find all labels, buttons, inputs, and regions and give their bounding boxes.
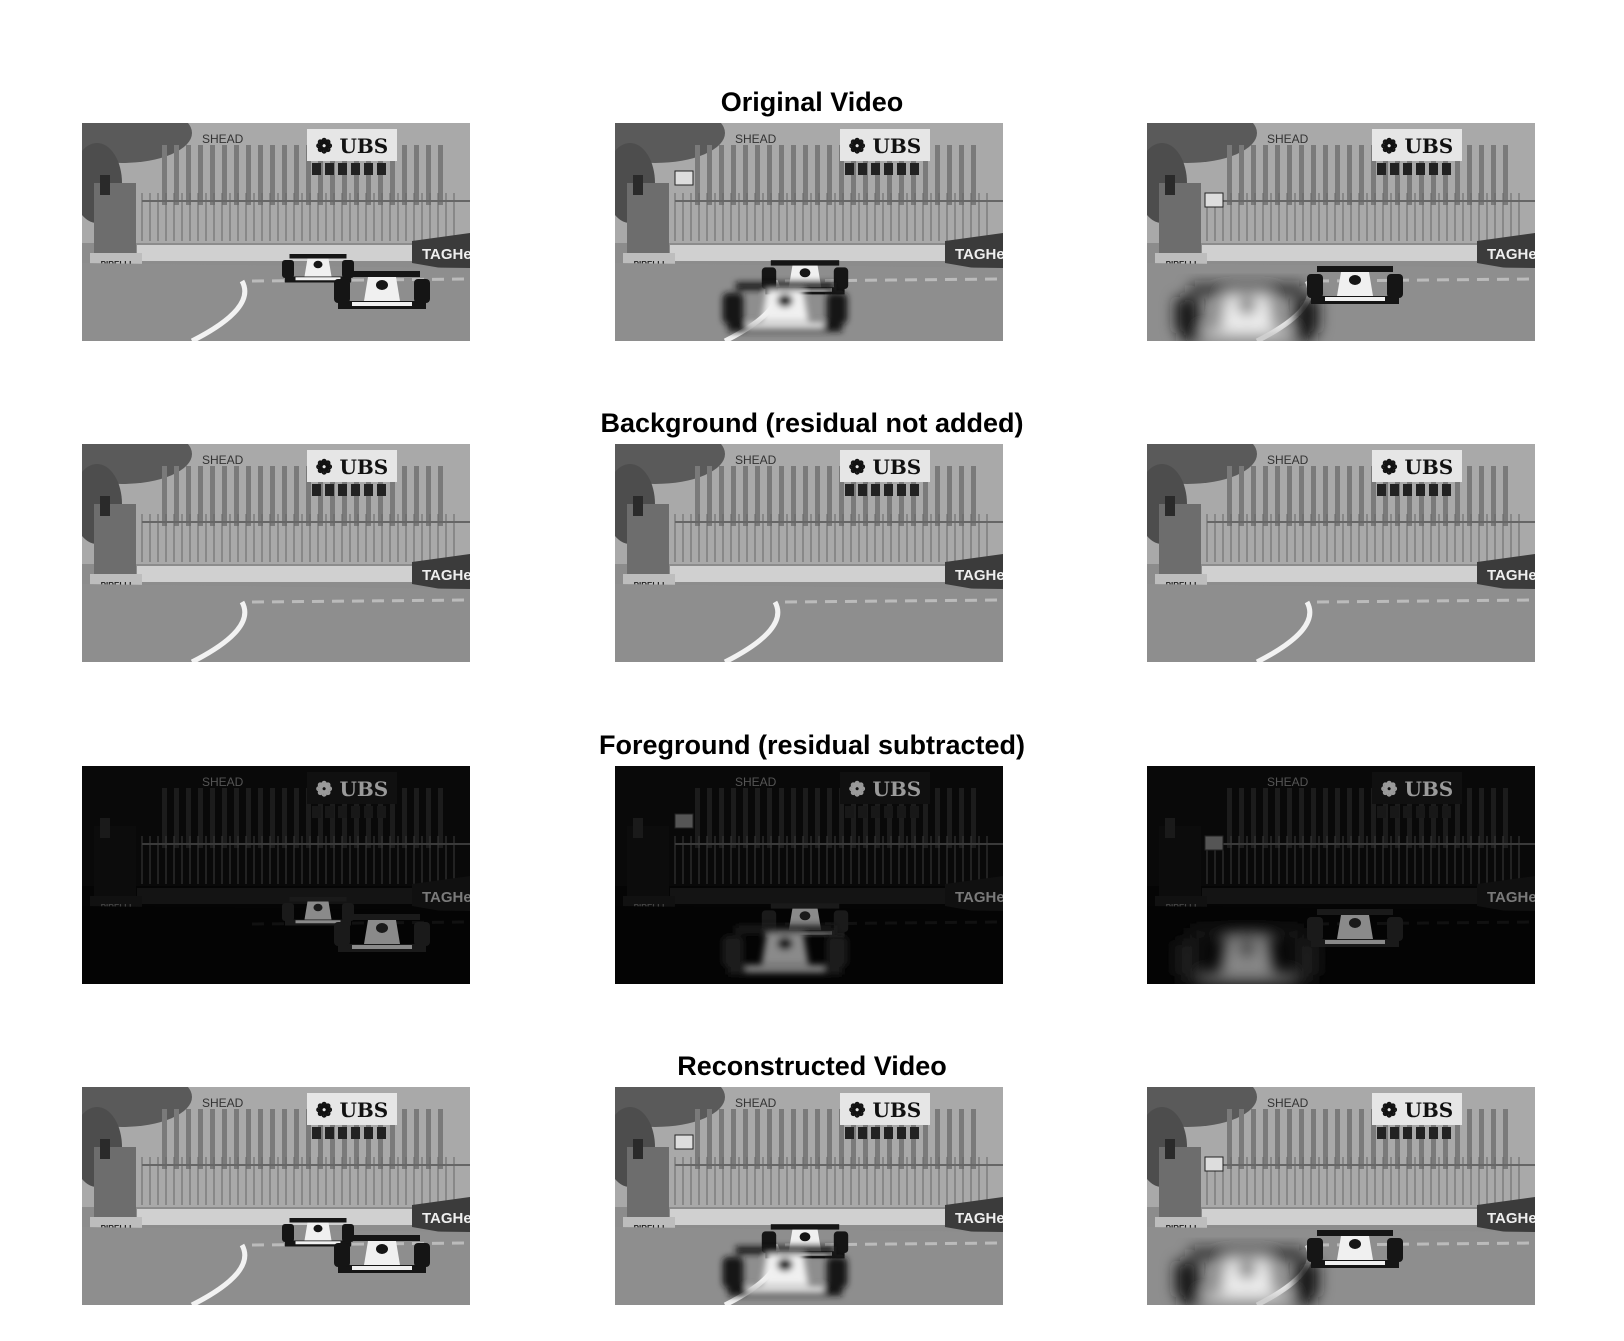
row-title: Original Video	[720, 87, 904, 117]
ubs-sign-text: ❁ UBS	[849, 134, 922, 158]
video-frame: ❁ UBSSHEADTAGHeuPIRELLI	[1147, 444, 1535, 662]
race-car	[1307, 1230, 1403, 1268]
frame-image: ❁ UBSSHEADTAGHeuPIRELLI	[82, 123, 470, 341]
ubs-sign-text: ❁ UBS	[316, 134, 389, 158]
race-car	[1307, 909, 1403, 947]
ubs-sign-text: ❁ UBS	[849, 777, 922, 801]
tag-heuer-sign-text: TAGHeu	[1487, 246, 1535, 263]
pit-sign-text: SHEAD	[1267, 453, 1309, 467]
race-car	[722, 925, 848, 975]
race-car	[282, 1218, 354, 1247]
ubs-sign-text: ❁ UBS	[1381, 1098, 1454, 1122]
video-frame: ❁ UBSSHEADTAGHeuPIRELLI	[1147, 1087, 1535, 1305]
ubs-sign-text: ❁ UBS	[1381, 134, 1454, 158]
checkered-flag	[1204, 192, 1224, 208]
pit-sign-text: SHEAD	[735, 775, 777, 789]
frame-image: ❁ UBSSHEADTAGHeuPIRELLI	[82, 766, 470, 984]
tag-heuer-sign-text: TAGHeu	[1487, 567, 1535, 584]
race-car	[722, 1246, 848, 1296]
pit-sign-text: SHEAD	[202, 1096, 244, 1110]
video-frame: ❁ UBSSHEADTAGHeuPIRELLI	[82, 123, 470, 341]
race-car	[282, 897, 354, 926]
tag-heuer-sign-text: TAGHeu	[422, 567, 470, 584]
race-car	[1307, 266, 1403, 304]
race-car	[334, 914, 430, 952]
tag-heuer-sign-text: TAGHeu	[1487, 889, 1535, 906]
race-car	[761, 260, 849, 295]
race-car	[282, 254, 354, 283]
pit-sign-text: SHEAD	[202, 132, 244, 146]
video-frame: ❁ UBSSHEADTAGHeuPIRELLI	[82, 766, 470, 984]
pit-sign-text: SHEAD	[202, 453, 244, 467]
pit-sign-text: SHEAD	[735, 132, 777, 146]
pit-sign-text: SHEAD	[735, 453, 777, 467]
video-frame: ❁ UBSSHEADTAGHeuPIRELLI	[82, 1087, 470, 1305]
video-frame: ❁ UBSSHEADTAGHeuPIRELLI	[615, 1087, 1003, 1305]
frame-image: ❁ UBSSHEADTAGHeuPIRELLI	[615, 444, 1003, 662]
tag-heuer-sign-text: TAGHeu	[955, 567, 1003, 584]
tag-heuer-sign-text: TAGHeu	[955, 246, 1003, 263]
checkered-flag	[674, 813, 694, 829]
ubs-sign-text: ❁ UBS	[316, 455, 389, 479]
tag-heuer-sign-text: TAGHeu	[955, 1210, 1003, 1227]
race-car	[722, 282, 848, 332]
video-frame: ❁ UBSSHEADTAGHeuPIRELLI	[615, 444, 1003, 662]
video-frame: ❁ UBSSHEADTAGHeuPIRELLI	[82, 444, 470, 662]
frame-image: ❁ UBSSHEADTAGHeuPIRELLI	[615, 766, 1003, 984]
ubs-sign-text: ❁ UBS	[849, 455, 922, 479]
frame-image: ❁ UBSSHEADTAGHeuPIRELLI	[615, 123, 1003, 341]
video-frame: ❁ UBSSHEADTAGHeuPIRELLI	[615, 766, 1003, 984]
tag-heuer-sign-text: TAGHeu	[422, 889, 470, 906]
race-car	[334, 271, 430, 309]
checkered-flag	[1204, 835, 1224, 851]
video-frame: ❁ UBSSHEADTAGHeuPIRELLI	[1147, 123, 1535, 341]
ubs-sign-text: ❁ UBS	[849, 1098, 922, 1122]
pit-sign-text: SHEAD	[202, 775, 244, 789]
video-frame: ❁ UBSSHEADTAGHeuPIRELLI	[615, 123, 1003, 341]
tag-heuer-sign-text: TAGHeu	[422, 246, 470, 263]
ubs-sign-text: ❁ UBS	[316, 777, 389, 801]
checkered-flag	[674, 1134, 694, 1150]
race-car	[1175, 285, 1319, 341]
frame-image: ❁ UBSSHEADTAGHeuPIRELLI	[1147, 444, 1535, 662]
race-car	[761, 903, 849, 938]
ubs-sign-text: ❁ UBS	[1381, 777, 1454, 801]
pit-sign-text: SHEAD	[735, 1096, 777, 1110]
checkered-flag	[1204, 1156, 1224, 1172]
pit-sign-text: SHEAD	[1267, 1096, 1309, 1110]
frame-image: ❁ UBSSHEADTAGHeuPIRELLI	[1147, 766, 1535, 984]
ubs-sign-text: ❁ UBS	[1381, 455, 1454, 479]
row-title: Reconstructed Video	[677, 1051, 947, 1081]
ubs-sign-text: ❁ UBS	[316, 1098, 389, 1122]
race-car	[334, 1235, 430, 1273]
tag-heuer-sign-text: TAGHeu	[955, 889, 1003, 906]
tag-heuer-sign-text: TAGHeu	[1487, 1210, 1535, 1227]
frame-image: ❁ UBSSHEADTAGHeuPIRELLI	[1147, 123, 1535, 341]
checkered-flag	[674, 170, 694, 186]
tag-heuer-sign-text: TAGHeu	[422, 1210, 470, 1227]
row-title: Foreground (residual subtracted)	[598, 730, 1026, 760]
race-car	[1175, 928, 1319, 984]
race-car	[1175, 1249, 1319, 1305]
video-frame: ❁ UBSSHEADTAGHeuPIRELLI	[1147, 766, 1535, 984]
frame-image: ❁ UBSSHEADTAGHeuPIRELLI	[615, 1087, 1003, 1305]
pit-sign-text: SHEAD	[1267, 132, 1309, 146]
frame-image: ❁ UBSSHEADTAGHeuPIRELLI	[82, 444, 470, 662]
pit-sign-text: SHEAD	[1267, 775, 1309, 789]
row-title: Background (residual not added)	[600, 408, 1024, 438]
frame-image: ❁ UBSSHEADTAGHeuPIRELLI	[82, 1087, 470, 1305]
frame-image: ❁ UBSSHEADTAGHeuPIRELLI	[1147, 1087, 1535, 1305]
